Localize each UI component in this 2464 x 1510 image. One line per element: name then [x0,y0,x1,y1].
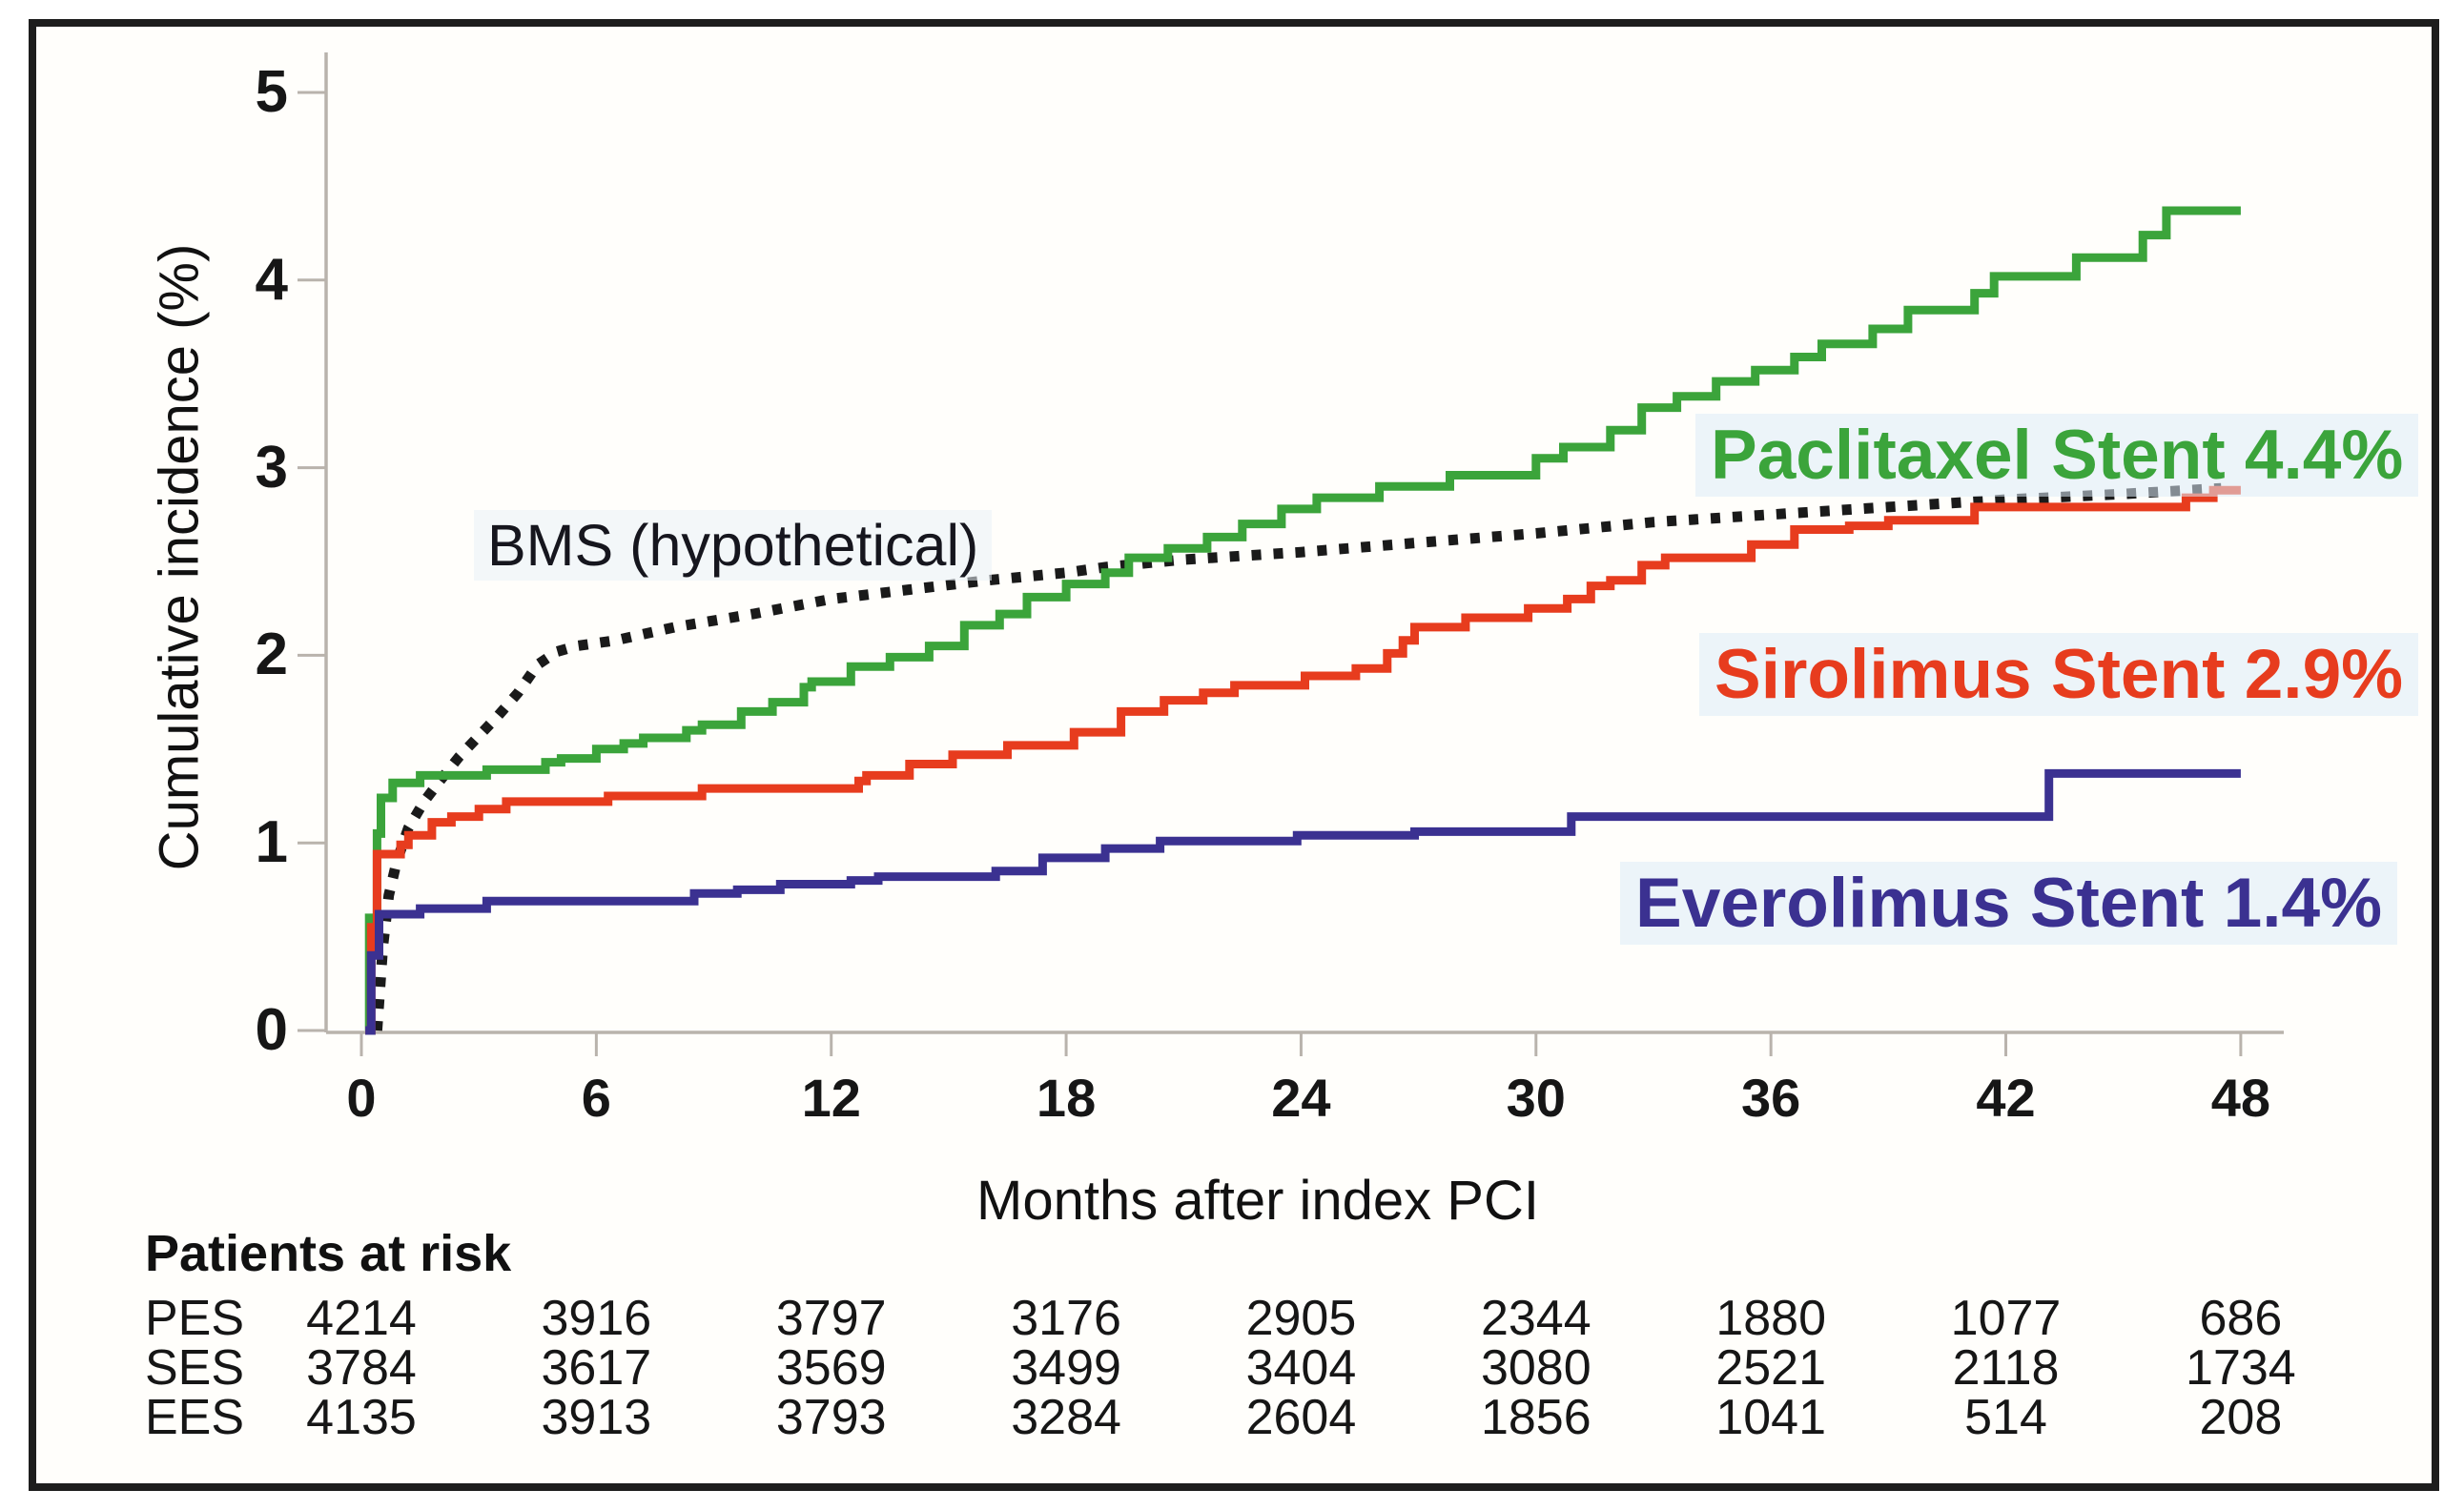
y-tick-label: 1 [255,809,288,876]
risk-value: 1856 [1480,1390,1591,1445]
risk-value: 2521 [1715,1340,1826,1396]
risk-value: 3404 [1245,1340,1357,1396]
risk-value: 2344 [1480,1291,1591,1346]
x-tick-label: 24 [1271,1068,1331,1128]
risk-value: 4135 [306,1390,417,1445]
x-tick-label: 36 [1741,1068,1801,1128]
y-tick-label: 4 [255,246,288,313]
risk-value: 3569 [775,1340,887,1396]
x-tick-label: 12 [801,1068,861,1128]
risk-row-label: SES [145,1340,245,1396]
risk-value: 2604 [1245,1390,1357,1445]
risk-value: 3797 [775,1291,887,1346]
x-tick-label: 18 [1036,1068,1097,1128]
risk-value: 2905 [1245,1291,1357,1346]
x-tick-label: 48 [2210,1068,2271,1128]
risk-value: 1880 [1715,1291,1826,1346]
curve-sirolimus-stent [365,485,2241,1035]
risk-row-label: PES [145,1291,245,1346]
x-tick-label: 0 [346,1068,377,1128]
x-tick-label: 6 [581,1068,611,1128]
risk-value: 3793 [775,1390,887,1445]
risk-value: 686 [2199,1291,2283,1346]
figure-frame [29,19,2439,1491]
risk-table-title: Patients at risk [145,1225,512,1282]
risk-value: 3913 [541,1390,652,1445]
risk-value: 3080 [1480,1340,1591,1396]
everolimus-series-label: Everolimus Stent 1.4% [1620,862,2398,945]
y-tick-label: 5 [255,59,288,125]
risk-value: 514 [1964,1390,2047,1445]
risk-value: 3176 [1011,1291,1121,1346]
sirolimus-series-label: Sirolimus Stent 2.9% [1699,633,2419,716]
y-tick-label: 3 [255,434,288,500]
risk-value: 4214 [306,1291,417,1346]
x-tick-label: 30 [1506,1068,1566,1128]
curve-bms-hypothetical- [371,482,2222,1031]
risk-value: 208 [2199,1390,2283,1445]
risk-value: 1077 [1950,1291,2062,1346]
series-curves [364,206,2241,1035]
curve-everolimus-stent [365,768,2241,1035]
risk-value: 3284 [1011,1390,1121,1445]
risk-value: 2118 [1952,1340,2060,1396]
axes [298,52,2284,1056]
y-tick-label: 2 [255,622,288,688]
bms-annotation: BMS (hypothetical) [474,510,993,581]
risk-value: 1041 [1715,1390,1826,1445]
paclitaxel-series-label: Paclitaxel Stent 4.4% [1695,414,2419,497]
risk-row-label: EES [145,1390,245,1445]
x-tick-label: 42 [1976,1068,2036,1128]
curve-paclitaxel-stent [364,206,2241,1035]
y-tick-label: 0 [255,997,288,1063]
risk-value: 3916 [541,1291,652,1346]
risk-value: 3784 [306,1340,417,1396]
y-axis-title: Cumulative incidence (%) [148,243,211,871]
risk-value: 1734 [2186,1340,2296,1396]
x-axis-title: Months after index PCI [976,1170,1539,1232]
risk-value: 3617 [541,1340,652,1396]
risk-value: 3499 [1011,1340,1121,1396]
